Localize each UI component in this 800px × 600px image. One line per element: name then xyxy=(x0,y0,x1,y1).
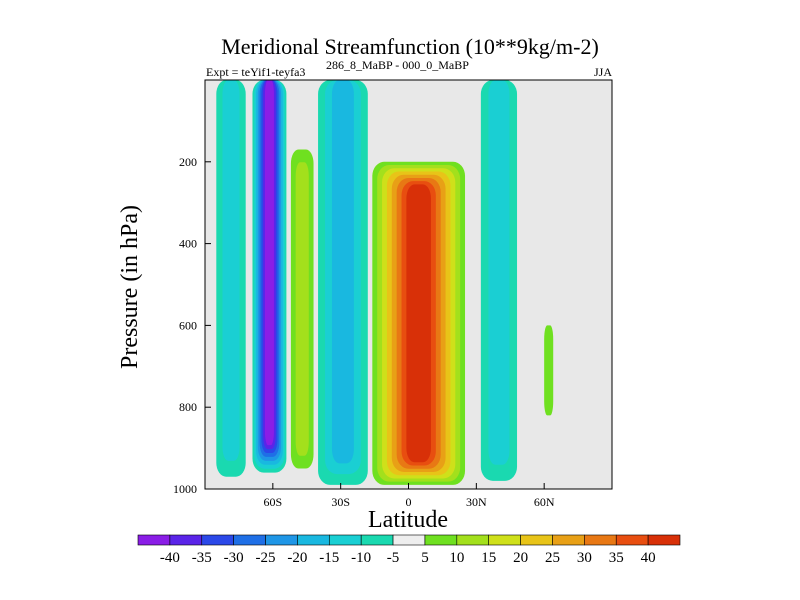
colorbar-label: 10 xyxy=(449,550,464,566)
chart-title: Meridional Streamfunction (10**9kg/m-2) xyxy=(221,34,599,59)
y-tick-label: 1000 xyxy=(173,482,197,496)
northern-weak-cell-level-5 xyxy=(544,325,554,416)
colorbar-swatch xyxy=(520,534,553,546)
colorbar-swatch xyxy=(392,534,426,546)
x-tick-label: 60S xyxy=(263,495,282,509)
colorbar-label: -5 xyxy=(387,550,400,566)
colorbar-label: -25 xyxy=(256,550,276,566)
y-tick-label: 400 xyxy=(179,237,197,251)
colorbar-label: 15 xyxy=(481,550,496,566)
colorbar-label: -20 xyxy=(287,550,307,566)
southern-mid-cell-level--15 xyxy=(331,80,354,464)
colorbar-swatch xyxy=(201,534,234,546)
experiment-period: 286_8_MaBP - 000_0_MaBP xyxy=(326,58,469,72)
colorbar-swatch xyxy=(456,534,490,546)
colorbar-swatch xyxy=(297,534,330,546)
x-tick-label: 30N xyxy=(466,495,487,509)
x-tick-label: 30S xyxy=(331,495,350,509)
colorbar-swatch xyxy=(233,534,266,546)
colorbar-swatch xyxy=(615,534,649,546)
colorbar-swatch xyxy=(328,534,362,546)
colorbar-swatch xyxy=(137,534,171,546)
colorbar-label: 5 xyxy=(421,550,429,566)
colorbar-swatch xyxy=(552,534,585,546)
y-tick-label: 200 xyxy=(179,155,197,169)
colorbar-swatch xyxy=(584,534,617,546)
colorbar-label: 20 xyxy=(513,550,528,566)
colorbar-label: -10 xyxy=(351,550,371,566)
x-tick-label: 60N xyxy=(534,495,555,509)
colorbar-swatch xyxy=(169,534,203,546)
y-tick-label: 600 xyxy=(179,318,197,332)
colorbar-label: 35 xyxy=(609,550,624,566)
colorbar-swatch xyxy=(488,534,521,546)
x-axis-title: Latitude xyxy=(368,507,448,533)
colorbar-label: 40 xyxy=(641,550,656,566)
y-tick-label: 800 xyxy=(179,400,197,414)
colorbar-swatch xyxy=(360,534,394,546)
northern-mid-cell-level--10 xyxy=(488,80,510,465)
southern-polar-cell-level--10 xyxy=(222,80,240,461)
colorbar-label: -35 xyxy=(192,550,212,566)
tropical-cell-level-40 xyxy=(406,184,431,463)
colorbar-swatch xyxy=(647,534,681,546)
southern-strong-cell-level--40 xyxy=(264,80,274,446)
colorbar-label: -40 xyxy=(160,550,180,566)
colorbar-label: -30 xyxy=(224,550,244,566)
colorbar-swatch xyxy=(424,534,458,546)
experiment-label: Expt = teYif1-teyfa3 xyxy=(206,65,305,79)
y-axis-ticks: 200 400 600 800 1000 xyxy=(173,155,211,496)
x-axis-ticks: 60S 30S 0 30N 60N xyxy=(263,483,555,509)
colorbar-label: -15 xyxy=(319,550,339,566)
season-label: JJA xyxy=(594,65,612,79)
southern-positive-cell-level-10 xyxy=(295,162,309,456)
colorbar-label: 30 xyxy=(577,550,592,566)
contour-fills xyxy=(216,80,554,485)
colorbar: -40 -35 -30 -25 -20 -15 -10 -5 5 10 15 20 25 30 35 40 xyxy=(137,534,681,566)
plot-area: 60S 30S 0 30N 60N 200 400 600 800 1000 xyxy=(173,79,613,509)
x-tick-label: 0 xyxy=(406,495,412,509)
colorbar-swatch xyxy=(265,534,298,546)
colorbar-label: 25 xyxy=(545,550,560,566)
y-axis-title: Pressure (in hPa) xyxy=(117,205,143,369)
